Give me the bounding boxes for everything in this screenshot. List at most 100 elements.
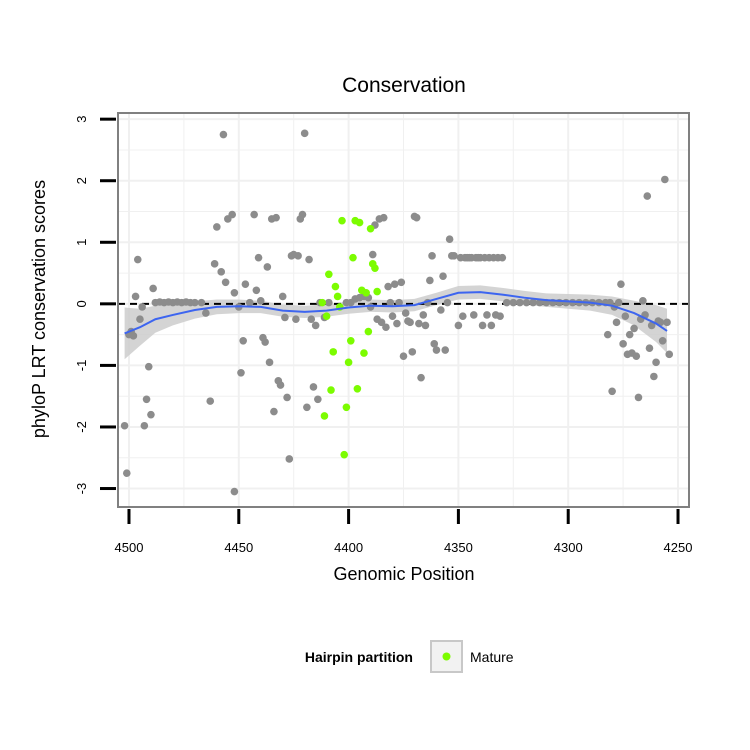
point-other (630, 324, 638, 333)
point-mature (331, 282, 340, 291)
point-other (138, 303, 146, 311)
y-tick-label: 1 (74, 239, 89, 246)
point-other (454, 321, 463, 330)
point-other (278, 292, 287, 301)
point-other (663, 318, 671, 327)
x-axis-title: Genomic Position (333, 564, 474, 584)
point-other (144, 362, 153, 371)
point-mature (325, 270, 333, 279)
point-other (379, 213, 388, 222)
point-other (487, 321, 496, 330)
point-other (441, 346, 450, 354)
point-other (509, 298, 518, 307)
point-other (621, 312, 630, 320)
smooth-line (124, 291, 668, 335)
point-other (256, 296, 265, 305)
point-other (634, 393, 643, 402)
point-other (237, 368, 245, 377)
point-other (388, 312, 397, 320)
point-other (458, 312, 467, 320)
point-mature (373, 287, 381, 296)
point-other (421, 321, 430, 330)
point-other (309, 383, 318, 391)
point-other (122, 469, 131, 477)
point-other (619, 340, 627, 348)
point-other (230, 288, 239, 297)
point-other (133, 255, 142, 264)
x-tick-label: 4400 (334, 540, 363, 555)
point-other (250, 210, 258, 219)
point-other (136, 315, 144, 324)
points (120, 129, 674, 496)
point-other (241, 280, 250, 288)
point-other (399, 352, 408, 360)
point-other (305, 255, 313, 264)
point-other (437, 306, 445, 314)
y-tick-label: -3 (74, 483, 89, 495)
point-mature (371, 264, 379, 272)
point-other (307, 315, 316, 324)
point-other (478, 321, 487, 330)
point-other (283, 393, 291, 402)
point-other (432, 346, 441, 354)
point-other (408, 348, 417, 356)
point-other (382, 323, 390, 332)
point-other (197, 298, 206, 307)
point-other (292, 315, 300, 324)
y-tick-label: 2 (74, 177, 89, 184)
point-other (498, 253, 507, 262)
y-tick-label: 3 (74, 116, 89, 123)
x-tick-label: 4350 (444, 540, 473, 555)
point-other (213, 223, 221, 231)
point-other (298, 210, 307, 219)
point-mature (344, 358, 353, 367)
point-other (529, 298, 537, 307)
y-tick-label: 0 (74, 300, 89, 307)
point-other (294, 252, 302, 260)
point-other (217, 268, 226, 276)
point-other (412, 213, 421, 222)
point-other (661, 175, 669, 184)
point-other (430, 340, 439, 348)
point-other (281, 313, 289, 322)
plot-area (117, 112, 690, 508)
point-other (254, 253, 263, 262)
point-other (384, 282, 392, 291)
point-other (603, 330, 612, 339)
point-other (129, 332, 138, 340)
point-other (265, 358, 274, 367)
point-mature (349, 253, 357, 262)
point-other (516, 298, 524, 307)
point-other (393, 319, 401, 328)
point-other (191, 298, 199, 307)
point-other (658, 336, 667, 345)
point-other (625, 330, 634, 339)
chart-title: Conservation (342, 74, 466, 97)
point-other (252, 286, 261, 295)
point-other (221, 278, 230, 287)
point-other (406, 318, 414, 327)
legend-label-mature: Mature (470, 649, 514, 665)
point-other (386, 298, 395, 307)
point-mature (329, 348, 338, 356)
point-other (325, 298, 333, 307)
point-other (647, 321, 656, 330)
point-other (314, 395, 322, 404)
point-mature (353, 385, 362, 393)
point-other (397, 278, 406, 287)
point-other (395, 298, 403, 307)
point-other (390, 280, 399, 288)
point-mature (364, 327, 373, 336)
point-mature (318, 298, 327, 307)
x-tick-label: 4450 (224, 540, 253, 555)
point-other (131, 292, 140, 301)
legend-title: Hairpin partition (305, 649, 413, 665)
point-other (272, 213, 280, 222)
point-other (417, 373, 425, 382)
point-other (276, 381, 285, 389)
point-mature (366, 224, 375, 233)
point-other (415, 319, 423, 328)
point-other (311, 321, 320, 330)
point-other (502, 298, 511, 307)
point-other (202, 309, 210, 317)
